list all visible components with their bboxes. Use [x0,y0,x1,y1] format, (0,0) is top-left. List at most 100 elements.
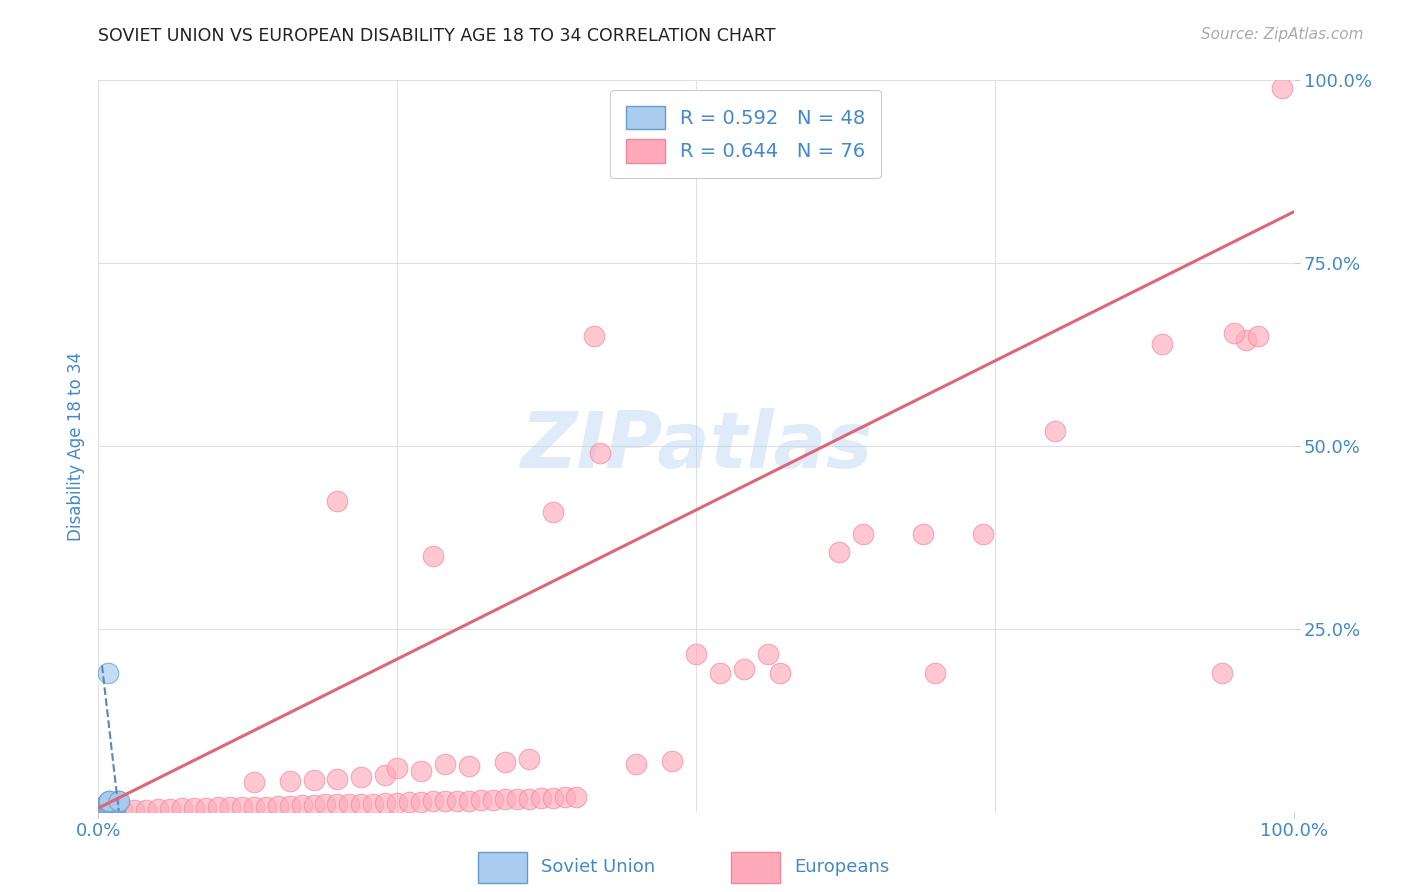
Point [124,803,146,817]
Point [98,799,122,814]
Point [97,665,120,680]
Text: Source: ZipAtlas.com: Source: ZipAtlas.com [1201,27,1364,42]
Point [541,505,564,519]
Point [104,804,127,818]
Point [101,798,124,813]
Point [194,801,217,815]
Point [105,795,128,809]
Point [541,790,564,805]
Point [385,796,409,810]
Point [398,795,420,809]
Point [1234,333,1257,347]
Point [97,795,120,809]
Point [91,803,114,817]
Point [219,800,242,814]
Point [231,799,253,814]
Point [337,797,360,812]
Point [94,798,117,813]
Point [1246,329,1268,343]
Point [422,795,444,809]
Point [506,792,529,806]
Point [98,803,121,817]
Point [103,797,125,812]
Point [93,799,115,814]
Point [565,790,588,805]
Point [411,795,433,809]
Point [104,797,127,811]
Point [852,526,875,541]
Point [363,797,385,811]
Point [105,796,128,810]
Point [529,790,551,805]
Point [96,804,118,818]
Point [101,804,124,818]
Point [278,798,301,813]
Point [98,802,122,816]
Point [315,797,337,812]
Point [589,446,612,460]
Point [101,803,124,817]
Point [94,803,117,817]
Point [93,804,115,818]
Point [207,800,229,814]
Point [97,796,120,810]
Point [494,792,516,806]
Point [1211,665,1233,680]
Point [433,795,456,809]
Point [96,797,118,812]
Point [97,801,120,815]
Point [103,804,125,818]
Point [159,802,181,816]
Point [183,801,205,815]
Point [96,803,118,817]
Point [98,803,121,817]
Point [924,665,946,680]
Point [107,795,129,809]
Point [94,798,117,813]
Point [470,793,492,807]
Point [350,797,373,811]
Point [433,757,456,772]
Point [446,794,468,808]
Point [98,794,121,808]
Point [685,648,707,662]
Point [94,804,117,818]
Point [97,804,120,818]
Point [91,804,114,818]
Point [481,793,505,807]
Point [290,798,312,813]
Point [96,802,118,816]
Point [756,648,779,662]
Point [100,804,122,818]
Point [107,794,129,808]
Point [96,797,118,811]
Point [972,526,994,541]
Point [458,794,481,808]
Point [267,798,290,813]
Point [93,800,115,814]
Text: Europeans: Europeans [794,858,890,876]
Point [733,662,755,676]
Point [554,790,576,805]
Point [709,665,731,680]
Point [98,795,121,809]
Point [1043,425,1066,439]
Point [326,797,349,812]
Point [517,752,540,766]
Point [458,759,481,773]
Point [91,803,114,817]
Point [100,798,122,813]
Point [111,803,134,817]
Point [517,791,540,805]
Point [243,799,266,814]
Point [1150,336,1173,351]
Point [98,800,121,814]
Point [326,494,349,508]
Point [411,764,433,779]
Point [494,755,516,769]
Point [98,804,122,818]
Point [91,802,114,816]
Point [91,804,114,818]
Point [768,665,790,680]
Point [1222,326,1246,340]
